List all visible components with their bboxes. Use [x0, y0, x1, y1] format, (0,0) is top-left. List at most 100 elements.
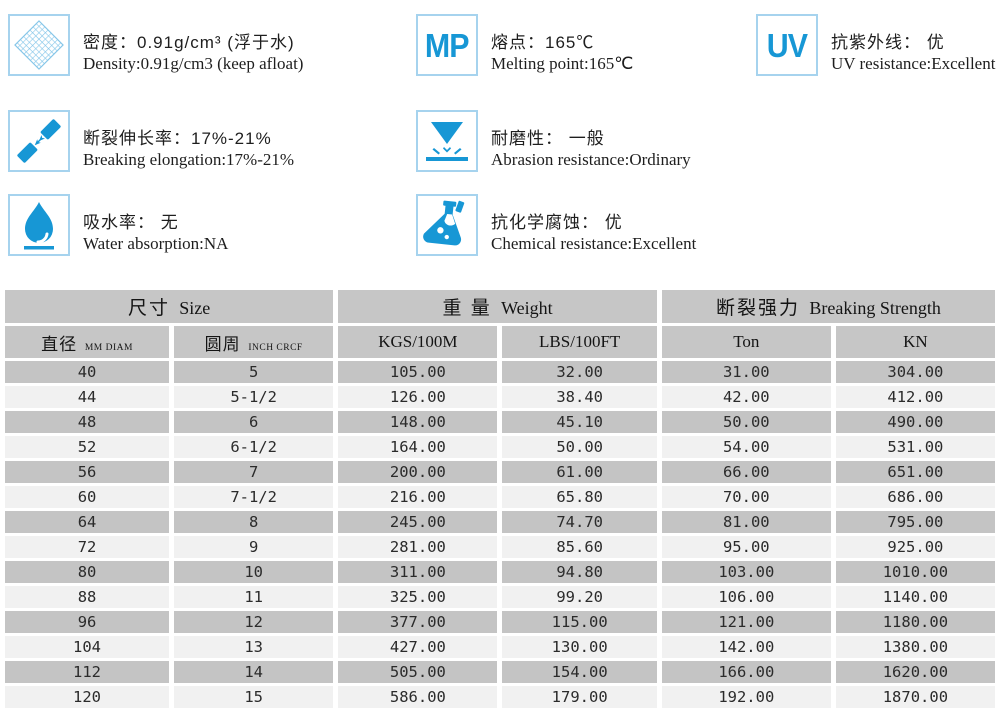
table-cell: 304.00	[835, 361, 995, 383]
table-cell: 50.00	[661, 411, 831, 433]
table-cell: 7-1/2	[174, 486, 334, 508]
spec-abrasion: 耐磨性： 一般 Abrasion resistance:Ordinary	[416, 110, 691, 172]
table-cell: 40	[5, 361, 170, 383]
table-cell: 38.40	[502, 386, 657, 408]
table-row: 112 14 505.00 154.00 166.00 1620.00	[5, 661, 995, 683]
table-cell: 56	[5, 461, 170, 483]
table-cell: 70.00	[661, 486, 831, 508]
table-cell: 5	[174, 361, 334, 383]
table-cell: 85.60	[502, 536, 657, 558]
table-cell: 651.00	[835, 461, 995, 483]
table-cell: 5-1/2	[174, 386, 334, 408]
group-header-weight: 重 量 Weight	[338, 290, 657, 323]
melting-point-icon: MP	[416, 14, 478, 76]
table-cell: 61.00	[502, 461, 657, 483]
density-label-en: Density:0.91g/cm3 (keep afloat)	[83, 54, 304, 73]
table-cell: 44	[5, 386, 170, 408]
table-cell: 72	[5, 536, 170, 558]
spec-table-section: 尺寸 Size 重 量 Weight 断裂强力 Breaking Strengt…	[0, 287, 1000, 711]
breaking-elongation-icon	[8, 110, 70, 172]
table-cell: 104	[5, 636, 170, 658]
table-row: 40 5 105.00 32.00 31.00 304.00	[5, 361, 995, 383]
table-cell: 14	[174, 661, 334, 683]
abrasion-label-zh: 耐磨性： 一般	[491, 129, 605, 148]
spec-chemical-resistance: 抗化学腐蚀： 优 Chemical resistance:Excellent	[416, 194, 696, 256]
table-row: 72 9 281.00 85.60 95.00 925.00	[5, 536, 995, 558]
table-cell: 1140.00	[835, 586, 995, 608]
table-cell: 103.00	[661, 561, 831, 583]
table-cell: 60	[5, 486, 170, 508]
table-cell: 531.00	[835, 436, 995, 458]
table-row: 60 7-1/2 216.00 65.80 70.00 686.00	[5, 486, 995, 508]
table-cell: 81.00	[661, 511, 831, 533]
table-cell: 11	[174, 586, 334, 608]
table-cell: 505.00	[338, 661, 498, 683]
table-cell: 1620.00	[835, 661, 995, 683]
table-row: 96 12 377.00 115.00 121.00 1180.00	[5, 611, 995, 633]
table-cell: 412.00	[835, 386, 995, 408]
table-cell: 31.00	[661, 361, 831, 383]
table-row: 44 5-1/2 126.00 38.40 42.00 412.00	[5, 386, 995, 408]
table-row: 52 6-1/2 164.00 50.00 54.00 531.00	[5, 436, 995, 458]
table-cell: 106.00	[661, 586, 831, 608]
table-cell: 200.00	[338, 461, 498, 483]
table-cell: 94.80	[502, 561, 657, 583]
table-cell: 112	[5, 661, 170, 683]
table-cell: 121.00	[661, 611, 831, 633]
table-row: 104 13 427.00 130.00 142.00 1380.00	[5, 636, 995, 658]
table-cell: 281.00	[338, 536, 498, 558]
table-cell: 115.00	[502, 611, 657, 633]
table-cell: 120	[5, 686, 170, 708]
table-row: 120 15 586.00 179.00 192.00 1870.00	[5, 686, 995, 708]
spec-melting-point: MP 熔点：165℃ Melting point:165℃	[416, 14, 633, 76]
table-row: 56 7 200.00 61.00 66.00 651.00	[5, 461, 995, 483]
table-cell: 7	[174, 461, 334, 483]
group-header-breaking-strength: 断裂强力 Breaking Strength	[661, 290, 995, 323]
table-cell: 10	[174, 561, 334, 583]
table-cell: 54.00	[661, 436, 831, 458]
table-cell: 88	[5, 586, 170, 608]
table-cell: 164.00	[338, 436, 498, 458]
table-cell: 130.00	[502, 636, 657, 658]
table-cell: 142.00	[661, 636, 831, 658]
column-header-circumference: 圆周 INCH CRCF	[174, 326, 334, 358]
column-header-kn: KN	[835, 326, 995, 358]
table-cell: 95.00	[661, 536, 831, 558]
table-cell: 80	[5, 561, 170, 583]
table-cell: 1180.00	[835, 611, 995, 633]
table-cell: 12	[174, 611, 334, 633]
table-cell: 42.00	[661, 386, 831, 408]
table-row: 48 6 148.00 45.10 50.00 490.00	[5, 411, 995, 433]
table-cell: 216.00	[338, 486, 498, 508]
table-column-header-row: 直径 MM DIAM 圆周 INCH CRCF KGS/100M LBS/100…	[5, 326, 995, 358]
table-cell: 64	[5, 511, 170, 533]
table-cell: 32.00	[502, 361, 657, 383]
table-cell: 245.00	[338, 511, 498, 533]
table-row: 88 11 325.00 99.20 106.00 1140.00	[5, 586, 995, 608]
breaking-elongation-label-zh: 断裂伸长率：17%-21%	[83, 129, 272, 148]
column-header-diameter: 直径 MM DIAM	[5, 326, 170, 358]
density-label-zh: 密度：0.91g/cm³ (浮于水)	[83, 33, 295, 52]
table-cell: 45.10	[502, 411, 657, 433]
table-cell: 52	[5, 436, 170, 458]
table-cell: 377.00	[338, 611, 498, 633]
column-header-lbs-100ft: LBS/100FT	[502, 326, 657, 358]
spec-table-body: 40 5 105.00 32.00 31.00 304.00 44 5-1/2 126.00 38…	[5, 361, 995, 708]
table-cell: 925.00	[835, 536, 995, 558]
table-cell: 166.00	[661, 661, 831, 683]
table-cell: 48	[5, 411, 170, 433]
chemical-resistance-label-en: Chemical resistance:Excellent	[491, 234, 697, 253]
chemical-resistance-label-zh: 抗化学腐蚀： 优	[491, 213, 623, 232]
table-cell: 148.00	[338, 411, 498, 433]
table-row: 80 10 311.00 94.80 103.00 1010.00	[5, 561, 995, 583]
abrasion-label-en: Abrasion resistance:Ordinary	[491, 150, 691, 169]
table-cell: 96	[5, 611, 170, 633]
table-cell: 179.00	[502, 686, 657, 708]
table-cell: 1380.00	[835, 636, 995, 658]
spec-breaking-elongation: 断裂伸长率：17%-21% Breaking elongation:17%-21…	[8, 110, 294, 172]
melting-point-label-en: Melting point:165℃	[491, 54, 634, 73]
table-cell: 6	[174, 411, 334, 433]
table-cell: 795.00	[835, 511, 995, 533]
table-cell: 65.80	[502, 486, 657, 508]
table-cell: 15	[174, 686, 334, 708]
